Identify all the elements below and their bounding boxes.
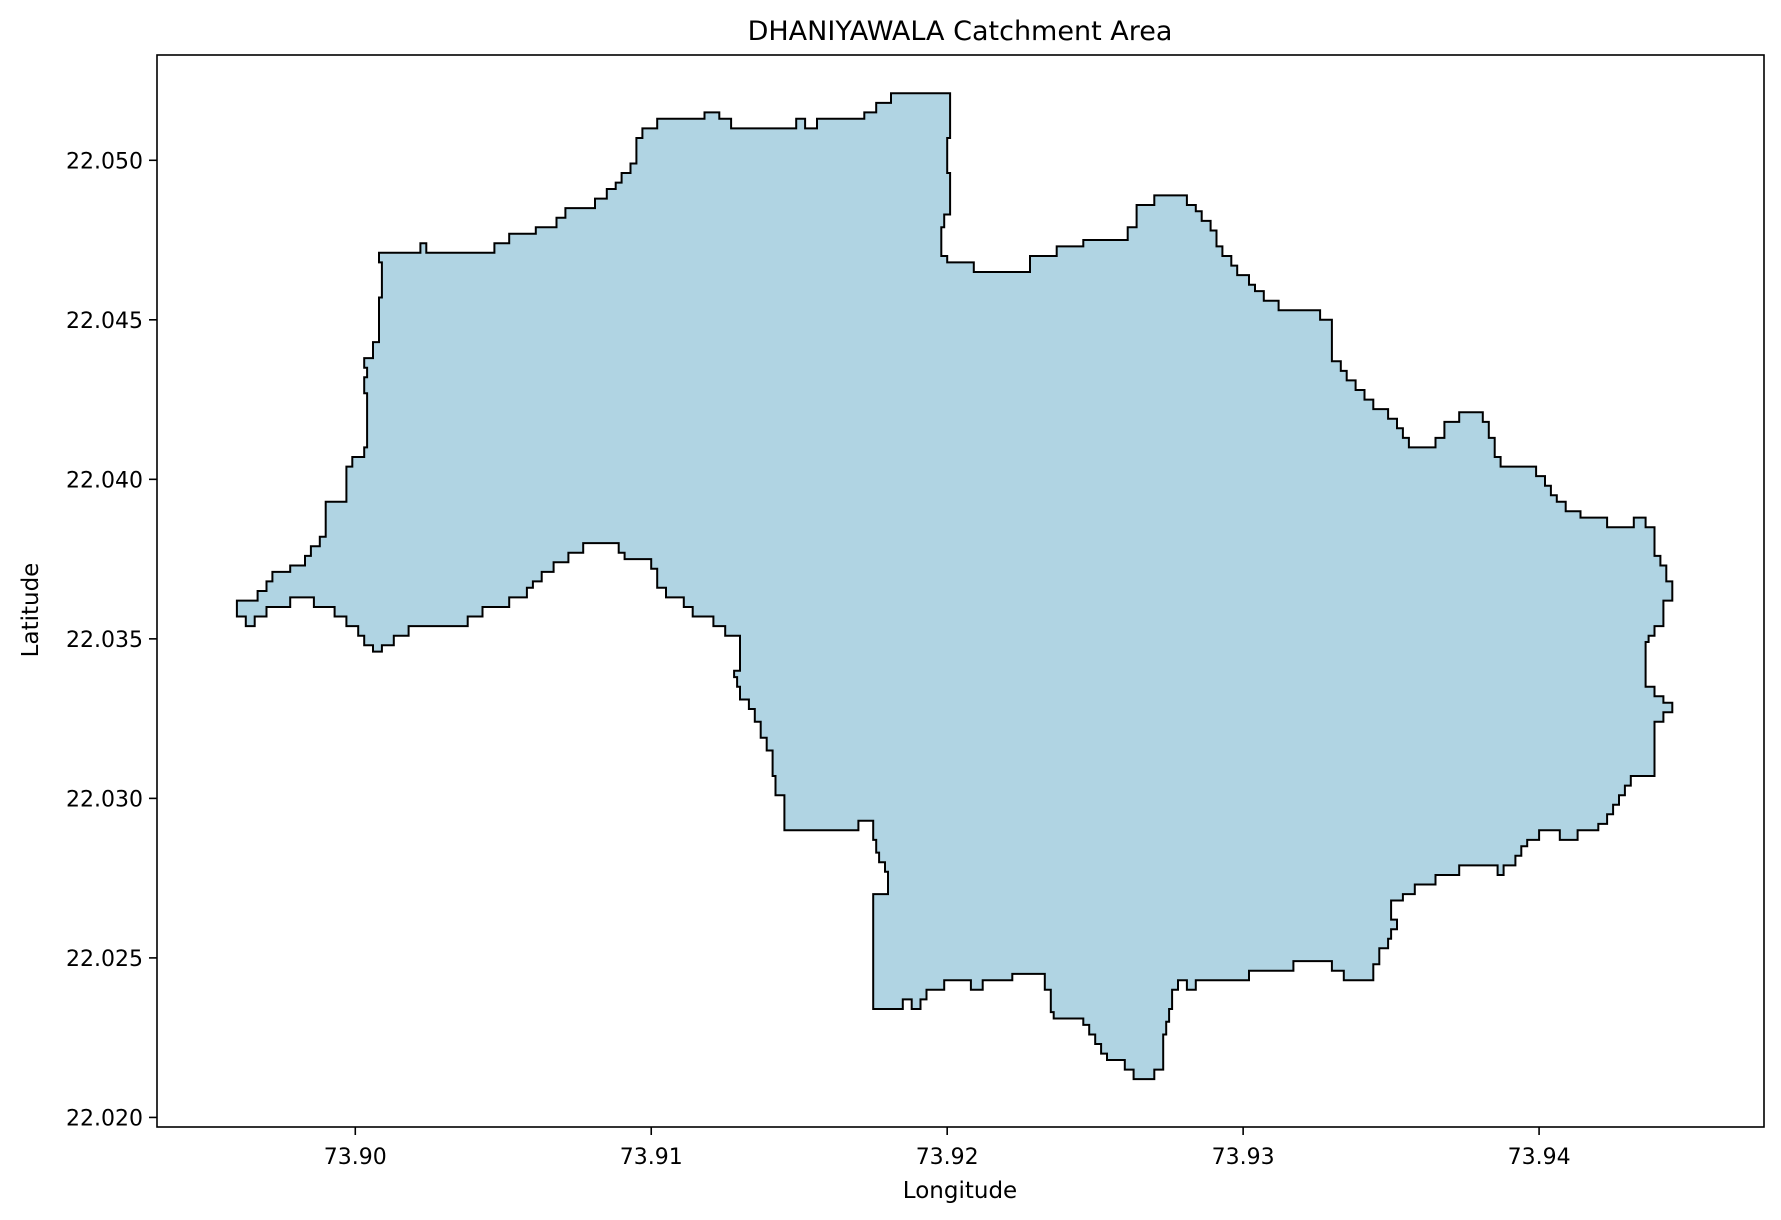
y-tick-label: 22.025 <box>66 947 143 972</box>
x-axis-label: Longitude <box>903 1178 1017 1204</box>
x-axis-ticks: 73.90 73.91 73.92 73.93 73.94 <box>324 1127 1571 1170</box>
y-tick-label: 22.030 <box>66 787 143 812</box>
plot-area: 73.90 73.91 73.92 73.93 73.94 22.02022.02522… <box>66 54 1765 1170</box>
catchment-area-polygon <box>235 92 1674 1081</box>
axes-frame <box>156 54 1765 1128</box>
x-tick-label: 73.91 <box>620 1145 683 1170</box>
y-axis-label: Latitude <box>18 563 44 658</box>
y-tick-label: 22.045 <box>66 309 143 334</box>
x-tick-label: 73.92 <box>916 1145 979 1170</box>
y-tick-label: 22.040 <box>66 468 143 493</box>
y-tick-label: 22.035 <box>66 628 143 653</box>
map-title: DHANIYAWALA Catchment Area <box>748 16 1173 47</box>
y-tick-label: 22.050 <box>66 149 143 174</box>
x-tick-label: 73.94 <box>1508 1145 1571 1170</box>
y-axis-ticks: 22.020 22.025 22.030 22.035 22.040 22.045 22.0… <box>66 149 157 1131</box>
y-tick-label: 22.020 <box>66 1106 143 1131</box>
x-tick-label: 73.93 <box>1212 1145 1275 1170</box>
x-tick-label: 73.90 <box>324 1145 387 1170</box>
